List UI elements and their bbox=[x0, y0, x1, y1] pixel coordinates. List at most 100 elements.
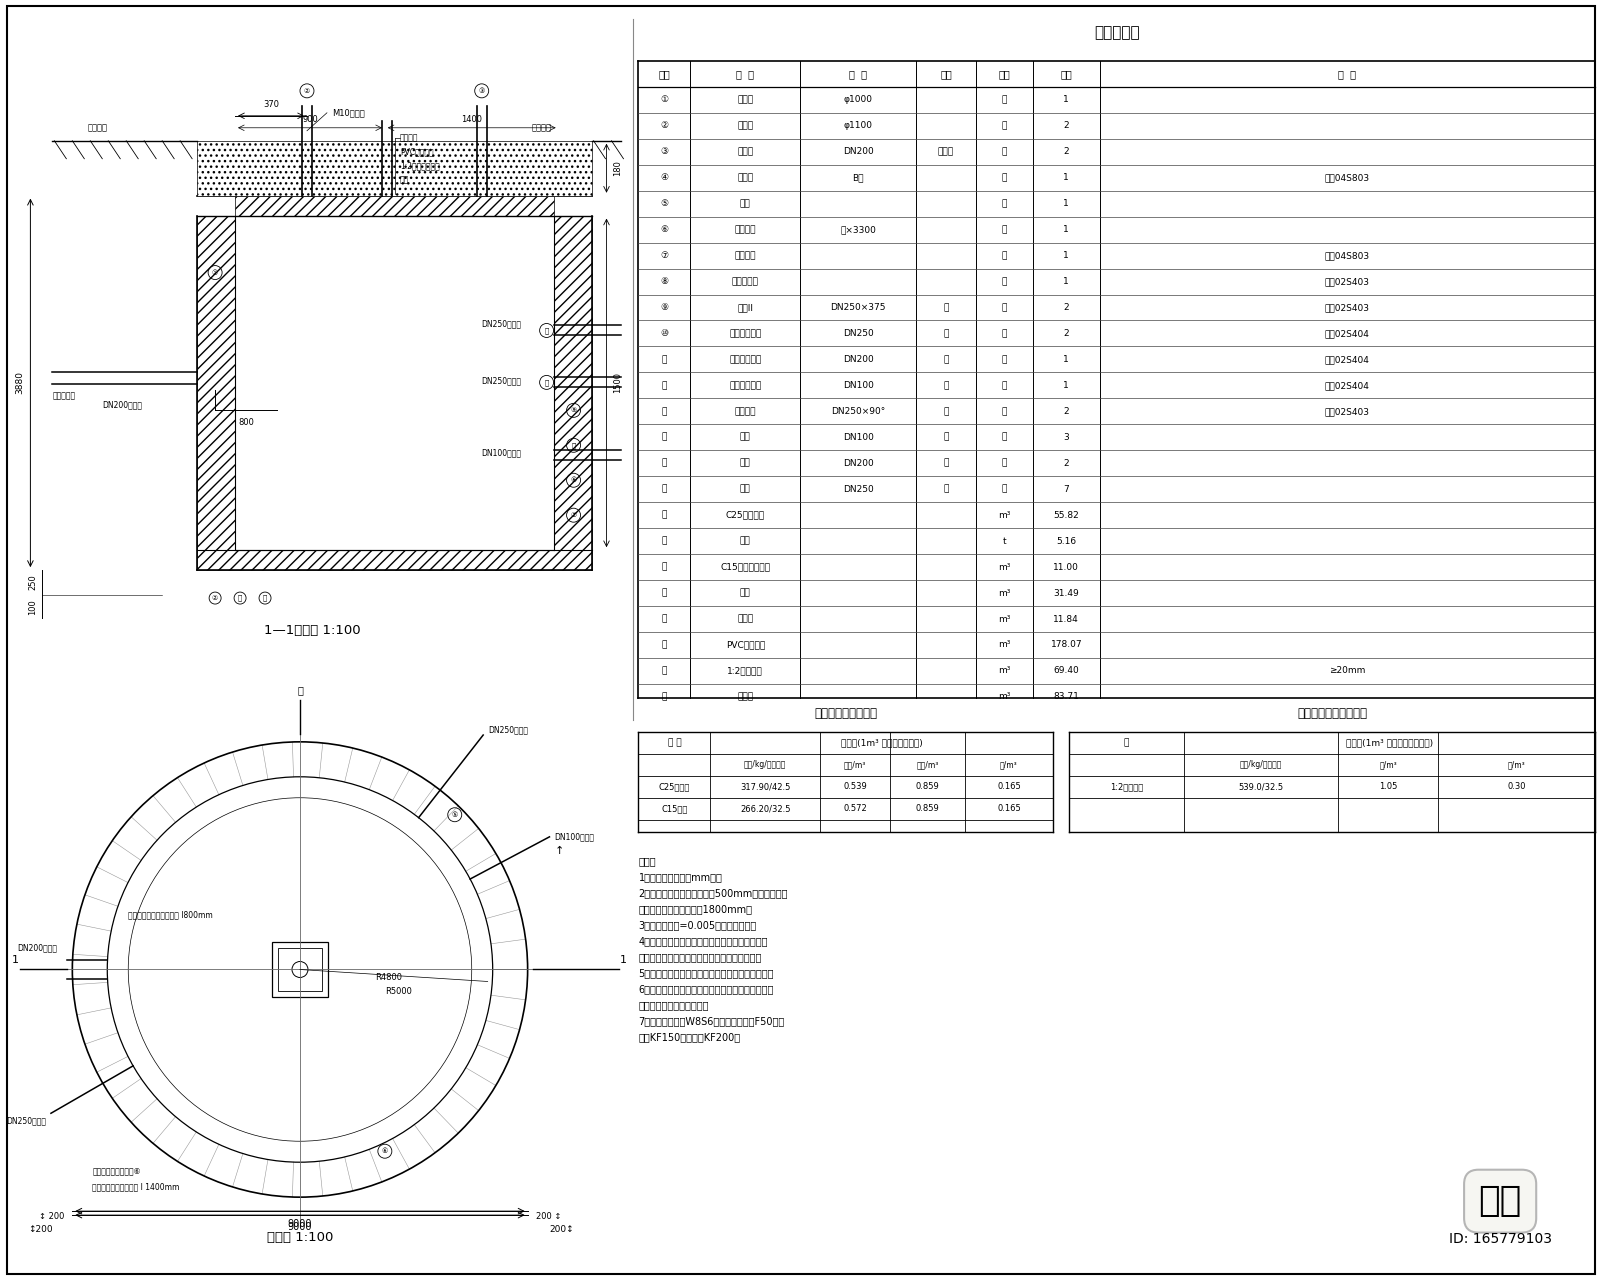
Text: 5、注意差性水压方式根据总体工程情况另行布置；: 5、注意差性水压方式根据总体工程情况另行布置； bbox=[638, 969, 774, 978]
Text: 0.165: 0.165 bbox=[997, 804, 1021, 813]
Text: 0.859: 0.859 bbox=[915, 804, 939, 813]
Text: 混凝土配合比参照表: 混凝土配合比参照表 bbox=[814, 708, 877, 721]
Text: 套: 套 bbox=[1002, 251, 1006, 260]
Text: 工程数量表: 工程数量表 bbox=[1094, 26, 1139, 41]
Text: 套: 套 bbox=[1002, 276, 1006, 285]
Text: ≥20mm: ≥20mm bbox=[1330, 667, 1365, 676]
Text: 设计地口: 设计地口 bbox=[531, 124, 552, 133]
Text: ⑨: ⑨ bbox=[661, 303, 669, 312]
Text: 砂浆砂浆配合比参照表: 砂浆砂浆配合比参照表 bbox=[1298, 708, 1366, 721]
Text: DN200进水行: DN200进水行 bbox=[18, 943, 58, 952]
Text: 2、注抗允许最大差二尺度为500mm，允许高低地: 2、注抗允许最大差二尺度为500mm，允许高低地 bbox=[638, 888, 787, 899]
Text: 套: 套 bbox=[944, 458, 949, 467]
Text: 1400: 1400 bbox=[461, 115, 482, 124]
Text: 米: 米 bbox=[1002, 433, 1006, 442]
Text: ⑯: ⑯ bbox=[544, 379, 549, 385]
Text: 1:2水泥砂浆: 1:2水泥砂浆 bbox=[1109, 782, 1142, 791]
Text: C25混凝土: C25混凝土 bbox=[659, 782, 690, 791]
Text: DN250中水管: DN250中水管 bbox=[482, 376, 522, 385]
Text: 1500: 1500 bbox=[613, 372, 622, 393]
Text: 备  注: 备 注 bbox=[1338, 69, 1357, 79]
Text: ⑫: ⑫ bbox=[662, 381, 667, 390]
Text: 539.0/32.5: 539.0/32.5 bbox=[1238, 782, 1283, 791]
Text: ⑥: ⑥ bbox=[382, 1148, 387, 1155]
Text: 六: 六 bbox=[1002, 329, 1006, 338]
Text: 0.30: 0.30 bbox=[1507, 782, 1526, 791]
Text: 2: 2 bbox=[1064, 303, 1069, 312]
Text: 砂/m³: 砂/m³ bbox=[1379, 760, 1397, 769]
Text: ④: ④ bbox=[661, 173, 669, 182]
Text: 刚性防水套管: 刚性防水套管 bbox=[730, 381, 762, 390]
Text: 套: 套 bbox=[1002, 200, 1006, 209]
Text: ②: ② bbox=[304, 88, 310, 93]
Text: 266.20/32.5: 266.20/32.5 bbox=[741, 804, 790, 813]
Text: 水型弯液: 水型弯液 bbox=[734, 225, 757, 234]
Text: 370: 370 bbox=[262, 100, 278, 109]
Text: 3: 3 bbox=[1064, 433, 1069, 442]
Text: 317.90/42.5: 317.90/42.5 bbox=[741, 782, 790, 791]
Text: 31.49: 31.49 bbox=[1053, 589, 1078, 598]
Text: R4800: R4800 bbox=[374, 973, 402, 982]
Text: 5.16: 5.16 bbox=[1056, 536, 1077, 545]
Text: 1: 1 bbox=[1064, 251, 1069, 260]
Text: 水管托架: 水管托架 bbox=[734, 251, 757, 260]
Text: ⑶: ⑶ bbox=[662, 667, 667, 676]
Text: 套: 套 bbox=[944, 381, 949, 390]
Text: 孔孔，面出进水出，距距 I800mm: 孔孔，面出进水出，距距 I800mm bbox=[128, 910, 213, 919]
Text: ⑥: ⑥ bbox=[661, 225, 669, 234]
Text: ↕200: ↕200 bbox=[27, 1225, 53, 1234]
Text: φ1100: φ1100 bbox=[843, 122, 872, 131]
Text: ⑬: ⑬ bbox=[662, 407, 667, 416]
Bar bbox=[554, 215, 592, 550]
Text: 浆: 浆 bbox=[1123, 739, 1130, 748]
Text: 0.572: 0.572 bbox=[843, 804, 867, 813]
Text: ⑫: ⑫ bbox=[238, 595, 242, 602]
Text: ⑦: ⑦ bbox=[571, 512, 576, 518]
Text: ①: ① bbox=[661, 95, 669, 105]
Text: 防水层: 防水层 bbox=[738, 614, 754, 623]
Text: 六: 六 bbox=[1002, 381, 1006, 390]
Text: 设计地面: 设计地面 bbox=[88, 124, 107, 133]
Text: 4、检修、水包孔、各种水管管径、据数、三同布: 4、检修、水包孔、各种水管管径、据数、三同布 bbox=[638, 937, 768, 946]
Text: 钉筋土: 钉筋土 bbox=[938, 147, 954, 156]
Text: 回填土: 回填土 bbox=[738, 692, 754, 701]
Text: ⑲: ⑲ bbox=[662, 563, 667, 572]
Text: 3、池底清水坡=0.005，排碱碱式流；: 3、池底清水坡=0.005，排碱碱式流； bbox=[638, 920, 757, 931]
Text: ⑵: ⑵ bbox=[662, 640, 667, 649]
Text: DN250: DN250 bbox=[843, 485, 874, 494]
Text: 六: 六 bbox=[1002, 407, 1006, 416]
Text: 套: 套 bbox=[944, 407, 949, 416]
Text: 石子/m³: 石子/m³ bbox=[917, 760, 939, 769]
Text: 0.165: 0.165 bbox=[997, 782, 1021, 791]
Text: ⑱: ⑱ bbox=[662, 536, 667, 545]
Text: 1: 1 bbox=[1064, 225, 1069, 234]
Text: ⑭: ⑭ bbox=[262, 595, 267, 602]
Text: 名  称: 名 称 bbox=[736, 69, 754, 79]
Text: 1—1剖面图 1:100: 1—1剖面图 1:100 bbox=[264, 623, 360, 636]
Text: 200 ↕: 200 ↕ bbox=[536, 1212, 562, 1221]
Text: 详見02S404: 详見02S404 bbox=[1325, 355, 1370, 364]
Text: ↑: ↑ bbox=[555, 846, 563, 856]
Text: ③: ③ bbox=[478, 88, 485, 93]
Text: 水管，高出进水口距进 I 1400mm: 水管，高出进水口距进 I 1400mm bbox=[93, 1183, 179, 1192]
Text: 800: 800 bbox=[238, 419, 254, 428]
Text: 1、图尺寸小括号均mm计；: 1、图尺寸小括号均mm计； bbox=[638, 873, 722, 883]
Text: C25混凝混凝: C25混凝混凝 bbox=[726, 511, 765, 520]
Text: 6、二次开挖，上方同底以及详细总体处理工程量足: 6、二次开挖，上方同底以及详细总体处理工程量足 bbox=[638, 984, 774, 995]
Text: ⑴: ⑴ bbox=[662, 614, 667, 623]
Text: C15素混凝土垫层: C15素混凝土垫层 bbox=[720, 563, 770, 572]
Text: 平面图 1:100: 平面图 1:100 bbox=[267, 1230, 333, 1244]
Text: ↕ 200: ↕ 200 bbox=[38, 1212, 64, 1221]
Text: 1: 1 bbox=[1064, 173, 1069, 182]
Text: 通风帽: 通风帽 bbox=[738, 122, 754, 131]
Text: 局，高程以及数水坑位可能具体工程实际尺寸；: 局，高程以及数水坑位可能具体工程实际尺寸； bbox=[638, 952, 762, 963]
Text: 索: 索 bbox=[298, 685, 302, 695]
Text: 详見02S404: 详見02S404 bbox=[1325, 381, 1370, 390]
Text: ⑩: ⑩ bbox=[661, 329, 669, 338]
Text: 7、混凝土添加剑W8S6，混凝等级耐达F50，集: 7、混凝土添加剑W8S6，混凝等级耐达F50，集 bbox=[638, 1016, 784, 1027]
Text: 配合比(1m³ 水泥砂浆所需用量): 配合比(1m³ 水泥砂浆所需用量) bbox=[1346, 739, 1434, 748]
Text: ⑧: ⑧ bbox=[661, 276, 669, 285]
Text: m³: m³ bbox=[998, 667, 1011, 676]
Text: 2: 2 bbox=[1064, 407, 1069, 416]
Text: 套: 套 bbox=[944, 329, 949, 338]
